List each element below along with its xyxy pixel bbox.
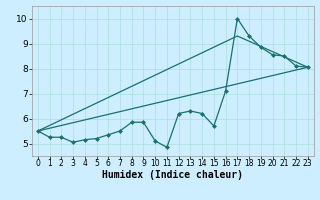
X-axis label: Humidex (Indice chaleur): Humidex (Indice chaleur) bbox=[102, 170, 243, 180]
